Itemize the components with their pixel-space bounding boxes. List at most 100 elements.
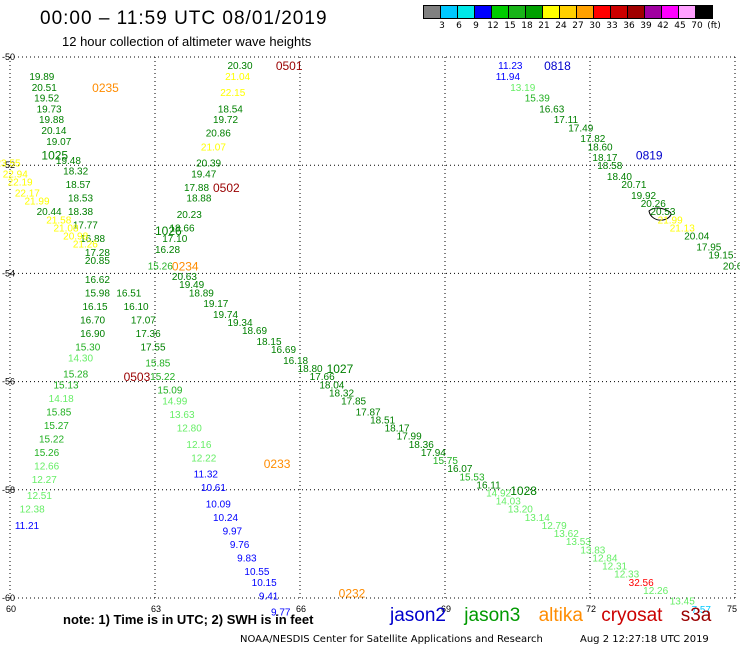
wave-height-label: 32.56 — [629, 578, 654, 589]
wave-height-label: 19.48 — [56, 156, 81, 167]
wave-height-label: 17.11 — [554, 115, 579, 126]
wave-height-label: 10.55 — [244, 567, 269, 578]
wave-height-label: 10.15 — [252, 578, 277, 589]
legend-cryosat: cryosat — [601, 605, 663, 626]
wave-height-label: 18.69 — [242, 326, 267, 337]
wave-height-label: 9.77 — [271, 608, 291, 619]
pass-number-label: 0818 — [544, 59, 571, 73]
wave-height-label: 20.23 — [177, 210, 202, 221]
wave-height-label: 18.51 — [370, 415, 395, 426]
wave-height-label: 15.39 — [525, 94, 550, 105]
pass-labels: 0501 0502 0503 0235 0234 0233 0232 1025 1026 1027… — [41, 59, 663, 600]
wave-height-label: 22.17 — [15, 188, 40, 199]
wave-height-label: 19.73 — [37, 104, 62, 115]
wave-height-label: 18.38 — [68, 207, 93, 218]
wave-height-label: 14.92 — [486, 489, 511, 500]
wave-height-label: 19.52 — [34, 94, 59, 105]
wave-height-label: 14.18 — [49, 394, 74, 405]
wave-height-label: 18.17 — [592, 153, 617, 164]
wave-height-label: 20.14 — [41, 126, 66, 137]
wave-height-label: 20.98 — [63, 232, 88, 243]
wave-height-label: 19.92 — [631, 191, 656, 202]
pass-number-label: 0233 — [264, 457, 291, 471]
wave-height-label: 17.85 — [341, 397, 366, 408]
colorbar-label: 24 — [555, 21, 567, 31]
wave-height-label: 17.10 — [162, 234, 187, 245]
wave-height-label: 9.83 — [237, 553, 257, 564]
wave-height-label: 12.16 — [186, 440, 211, 451]
colorbar-label: 3 — [439, 21, 445, 31]
wave-height-label: 16.69 — [271, 345, 296, 356]
lat-label: -58 — [2, 485, 15, 495]
colorbar-label: (ft) — [707, 21, 721, 31]
wave-height-label: 15.09 — [157, 386, 182, 397]
footer-timestamp: Aug 2 12:27:18 UTC 2019 — [580, 634, 709, 645]
lon-label: 69 — [441, 604, 451, 614]
lon-label: 63 — [151, 604, 161, 614]
lat-label: -60 — [2, 593, 15, 603]
wave-height-label: 19.74 — [213, 310, 238, 321]
wave-height-label: 19.17 — [203, 299, 228, 310]
wave-height-label: 13.63 — [170, 410, 195, 421]
wave-height-label: 12.31 — [602, 562, 627, 573]
wave-height-label: 17.94 — [421, 448, 446, 459]
pass-number-label: 1027 — [327, 362, 354, 376]
wave-height-label: 12.51 — [27, 491, 52, 502]
wave-height-label: 15.85 — [46, 407, 71, 418]
wave-height-label: 19.15 — [708, 250, 733, 261]
wave-height-label: 18.66 — [170, 223, 195, 234]
wave-height-label: 15.75 — [433, 456, 458, 467]
wave-height-label: 11.94 — [496, 72, 521, 83]
wave-height-label: 16.88 — [80, 234, 105, 245]
wave-height-label: 21.99 — [658, 215, 683, 226]
wave-height-label: 17.28 — [85, 248, 110, 259]
wave-height-label: 12.38 — [20, 505, 45, 516]
colorbar-label: 6 — [456, 21, 462, 31]
wave-height-label: 20.86 — [206, 129, 231, 140]
wave-height-label: 15.27 — [44, 421, 69, 432]
wave-height-label: 10.24 — [213, 513, 238, 524]
wave-height-label: 19.47 — [191, 169, 216, 180]
footer-credit: NOAA/NESDIS Center for Satellite Applica… — [240, 634, 543, 645]
lat-label: -50 — [2, 52, 15, 62]
wave-height-label: 20.04 — [684, 232, 709, 243]
island-outline — [648, 207, 672, 221]
wave-height-label: 20.44 — [37, 207, 62, 218]
wave-height-label: 16.18 — [283, 356, 308, 367]
colorbar-label: 9 — [473, 21, 479, 31]
wave-height-label: 17.07 — [131, 315, 156, 326]
wave-height-label: 16.90 — [80, 329, 105, 340]
wave-height-label: 11.21 — [15, 521, 40, 532]
page-subtitle: 12 hour collection of altimeter wave hei… — [62, 34, 312, 49]
wave-height-label: 14.99 — [162, 397, 187, 408]
lon-label: 66 — [296, 604, 306, 614]
wave-height-label: 11.32 — [194, 470, 219, 481]
wave-height-label: 18.32 — [63, 167, 88, 178]
wave-height-label: 17.88 — [184, 183, 209, 194]
wave-height-label: 21.04 — [225, 72, 250, 83]
wave-height-label: 13.53 — [566, 537, 591, 548]
wave-height-label: 21.07 — [201, 142, 226, 153]
wave-height-label: 17.77 — [73, 221, 98, 232]
wave-height-label: 20.53 — [650, 207, 675, 218]
colorbar-swatch — [695, 5, 713, 19]
wave-height-label: 23.55 — [0, 158, 21, 169]
wave-height-label: 15.22 — [39, 434, 64, 445]
wave-height-label: 18.40 — [607, 172, 632, 183]
wave-height-label: 18.57 — [66, 180, 91, 191]
footnote: note: 1) Time is in UTC; 2) SWH is in fe… — [63, 612, 314, 627]
wave-height-label: 9.97 — [223, 526, 243, 537]
wave-height-label: 17.95 — [696, 242, 721, 253]
wave-height-label: 12.66 — [34, 461, 59, 472]
wave-height-label: 20.26 — [641, 199, 666, 210]
wave-height-label: 20.30 — [228, 61, 253, 72]
wave-height-label: 10.09 — [206, 499, 231, 510]
pass-number-label: 1028 — [510, 484, 537, 498]
wave-height-label: 15.22 — [150, 372, 175, 383]
wave-height-label: 12.80 — [177, 424, 202, 435]
wave-height-label: 18.15 — [257, 337, 282, 348]
wave-height-label: 13.19 — [510, 83, 535, 94]
wave-height-label: 15.53 — [460, 472, 485, 483]
pass-number-label: 0819 — [636, 148, 663, 162]
pass-number-label: 0502 — [213, 181, 240, 195]
